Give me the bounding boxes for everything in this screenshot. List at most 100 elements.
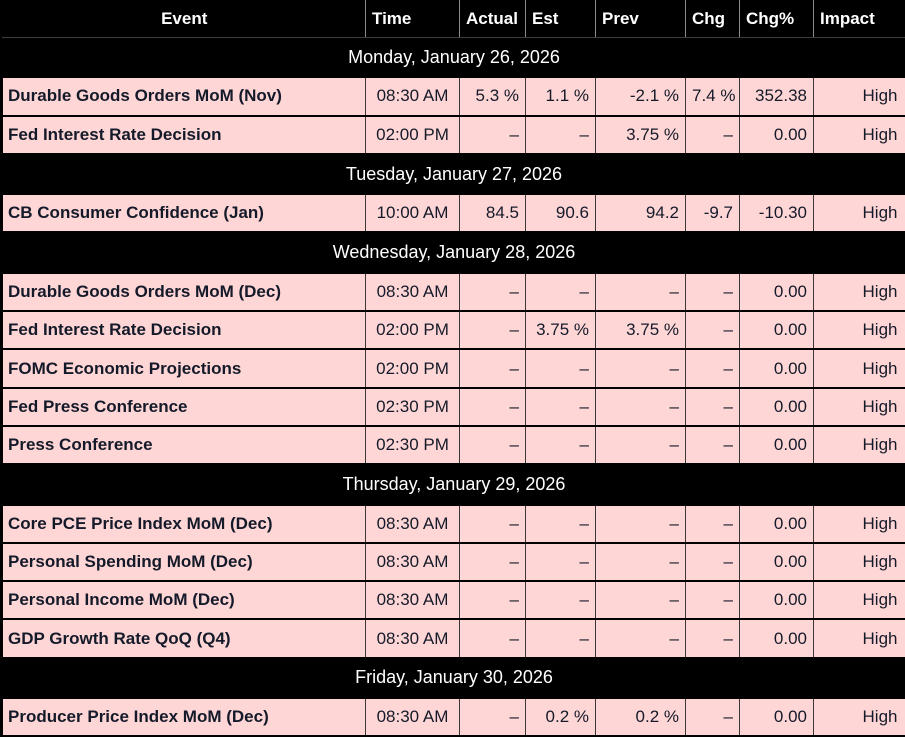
impact-cell: High <box>814 273 905 311</box>
chg-cell: – <box>686 311 740 349</box>
impact-cell: High <box>814 581 905 619</box>
column-header-prev: Prev <box>596 0 686 38</box>
chg-pct-cell: 0.00 <box>740 426 814 464</box>
time-cell: 02:30 PM <box>366 388 460 426</box>
chg-cell: – <box>686 543 740 581</box>
chg-cell: 7.4 % <box>686 77 740 115</box>
est-cell: – <box>526 349 596 387</box>
chg-cell: – <box>686 273 740 311</box>
event-cell: Press Conference <box>2 426 366 464</box>
actual-cell: 84.5 <box>460 194 526 232</box>
impact-cell: High <box>814 77 905 115</box>
chg-cell: – <box>686 698 740 736</box>
actual-cell: – <box>460 388 526 426</box>
impact-cell: High <box>814 194 905 232</box>
chg-pct-cell: 0.00 <box>740 116 814 154</box>
time-cell: 10:00 AM <box>366 194 460 232</box>
actual-cell: – <box>460 505 526 543</box>
date-separator-row: Wednesday, January 28, 2026 <box>2 232 905 272</box>
impact-cell: High <box>814 116 905 154</box>
prev-cell: -2.1 % <box>596 77 686 115</box>
date-separator-row: Friday, January 30, 2026 <box>2 658 905 698</box>
prev-cell: 94.2 <box>596 194 686 232</box>
chg-cell: -9.7 <box>686 194 740 232</box>
event-row: Personal Income MoM (Dec)08:30 AM––––0.0… <box>2 581 905 619</box>
time-cell: 02:00 PM <box>366 349 460 387</box>
header-row: Event Time Actual Est Prev Chg Chg% Impa… <box>2 0 905 38</box>
impact-cell: High <box>814 505 905 543</box>
time-cell: 08:30 AM <box>366 619 460 657</box>
event-cell: GDP Growth Rate QoQ (Q4) <box>2 619 366 657</box>
chg-pct-cell: 0.00 <box>740 311 814 349</box>
event-cell: CB Consumer Confidence (Jan) <box>2 194 366 232</box>
prev-cell: – <box>596 619 686 657</box>
est-cell: 3.75 % <box>526 311 596 349</box>
chg-pct-cell: 0.00 <box>740 581 814 619</box>
time-cell: 08:30 AM <box>366 581 460 619</box>
impact-cell: High <box>814 311 905 349</box>
est-cell: 1.1 % <box>526 77 596 115</box>
chg-pct-cell: 0.00 <box>740 388 814 426</box>
actual-cell: – <box>460 619 526 657</box>
time-cell: 08:30 AM <box>366 505 460 543</box>
actual-cell: – <box>460 273 526 311</box>
prev-cell: – <box>596 543 686 581</box>
time-cell: 02:00 PM <box>366 116 460 154</box>
est-cell: – <box>526 426 596 464</box>
actual-cell: – <box>460 581 526 619</box>
impact-cell: High <box>814 543 905 581</box>
event-cell: Producer Price Index MoM (Dec) <box>2 698 366 736</box>
event-cell: Durable Goods Orders MoM (Nov) <box>2 77 366 115</box>
impact-cell: High <box>814 349 905 387</box>
column-header-impact: Impact <box>814 0 905 38</box>
date-label: Wednesday, January 28, 2026 <box>2 232 905 272</box>
event-cell: Personal Spending MoM (Dec) <box>2 543 366 581</box>
est-cell: – <box>526 543 596 581</box>
est-cell: – <box>526 581 596 619</box>
actual-cell: – <box>460 426 526 464</box>
event-cell: Durable Goods Orders MoM (Dec) <box>2 273 366 311</box>
est-cell: – <box>526 273 596 311</box>
column-header-event: Event <box>2 0 366 38</box>
time-cell: 08:30 AM <box>366 543 460 581</box>
date-label: Monday, January 26, 2026 <box>2 38 905 78</box>
impact-cell: High <box>814 619 905 657</box>
prev-cell: 0.2 % <box>596 698 686 736</box>
chg-cell: – <box>686 116 740 154</box>
chg-pct-cell: 0.00 <box>740 619 814 657</box>
column-header-est: Est <box>526 0 596 38</box>
est-cell: 0.2 % <box>526 698 596 736</box>
prev-cell: 3.75 % <box>596 311 686 349</box>
column-header-chg: Chg <box>686 0 740 38</box>
impact-cell: High <box>814 388 905 426</box>
column-header-actual: Actual <box>460 0 526 38</box>
impact-cell: High <box>814 698 905 736</box>
event-cell: Fed Press Conference <box>2 388 366 426</box>
impact-cell: High <box>814 426 905 464</box>
chg-pct-cell: 0.00 <box>740 349 814 387</box>
event-cell: FOMC Economic Projections <box>2 349 366 387</box>
est-cell: – <box>526 505 596 543</box>
event-row: Core PCE Price Index MoM (Dec)08:30 AM––… <box>2 505 905 543</box>
date-separator-row: Tuesday, January 27, 2026 <box>2 154 905 194</box>
chg-pct-cell: 0.00 <box>740 543 814 581</box>
time-cell: 02:30 PM <box>366 426 460 464</box>
date-separator-row: Thursday, January 29, 2026 <box>2 464 905 504</box>
prev-cell: – <box>596 581 686 619</box>
event-row: GDP Growth Rate QoQ (Q4)08:30 AM––––0.00… <box>2 619 905 657</box>
chg-cell: – <box>686 349 740 387</box>
event-row: Producer Price Index MoM (Dec)08:30 AM–0… <box>2 698 905 736</box>
prev-cell: – <box>596 349 686 387</box>
actual-cell: 5.3 % <box>460 77 526 115</box>
chg-pct-cell: 0.00 <box>740 505 814 543</box>
date-separator-row: Monday, January 26, 2026 <box>2 38 905 78</box>
est-cell: 90.6 <box>526 194 596 232</box>
chg-cell: – <box>686 388 740 426</box>
event-cell: Fed Interest Rate Decision <box>2 116 366 154</box>
column-header-time: Time <box>366 0 460 38</box>
